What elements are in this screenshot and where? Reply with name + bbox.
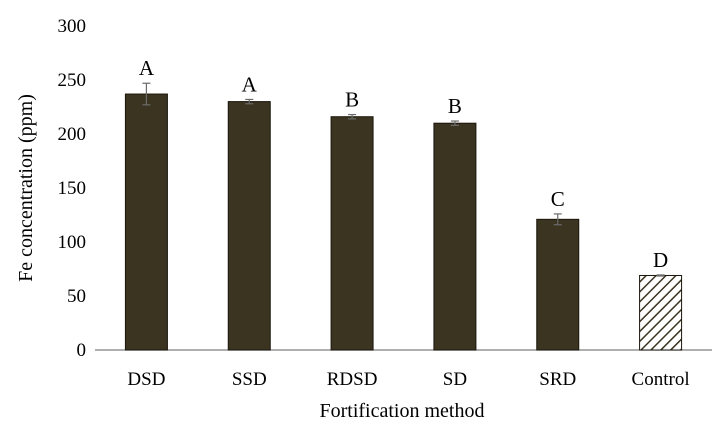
- x-tick-label: DSD: [127, 369, 165, 390]
- error-bar-rdsd: [348, 113, 357, 120]
- bar-ssd: [227, 101, 271, 351]
- significance-letter: B: [345, 88, 359, 112]
- x-tick-label: SRD: [539, 369, 576, 390]
- bar-sd: [433, 122, 477, 351]
- x-tick-label: Control: [632, 369, 690, 390]
- x-tick-label: SD: [443, 369, 467, 390]
- y-axis-ticks: 0 50 100 150 200 250 300: [58, 16, 87, 361]
- error-bar-control: [656, 274, 665, 277]
- y-tick-label: 0: [77, 340, 87, 361]
- x-tick-label: RDSD: [327, 369, 378, 390]
- error-bar-ssd: [245, 98, 254, 105]
- x-axis-title: Fortification method: [320, 400, 485, 422]
- y-tick-label: 250: [58, 70, 87, 91]
- significance-letter: C: [551, 187, 565, 211]
- significance-letters-group: A A B B C D: [139, 56, 668, 272]
- y-tick-label: 100: [58, 232, 87, 253]
- error-bar-dsd: [142, 82, 151, 106]
- x-tick-label: SSD: [232, 369, 267, 390]
- bar-srd: [536, 218, 580, 351]
- error-bars-group: [142, 82, 665, 277]
- y-tick-label: 50: [67, 286, 86, 307]
- significance-letter: A: [139, 56, 155, 80]
- y-tick-label: 300: [58, 16, 87, 37]
- error-bar-sd: [450, 120, 459, 126]
- bar-rdsd: [330, 116, 374, 351]
- bar-dsd: [124, 93, 168, 351]
- significance-letter: D: [653, 248, 668, 272]
- x-axis-ticks: DSD SSD RDSD SD SRD Control: [127, 369, 689, 390]
- y-tick-label: 200: [58, 124, 87, 145]
- bars-group: [124, 93, 683, 351]
- significance-letter: A: [242, 72, 258, 96]
- y-tick-label: 150: [58, 178, 87, 199]
- y-axis-title: Fe concentration (ppm): [15, 94, 37, 282]
- error-bar-srd: [553, 213, 562, 226]
- bar-control: [639, 274, 683, 351]
- significance-letter: B: [448, 94, 462, 118]
